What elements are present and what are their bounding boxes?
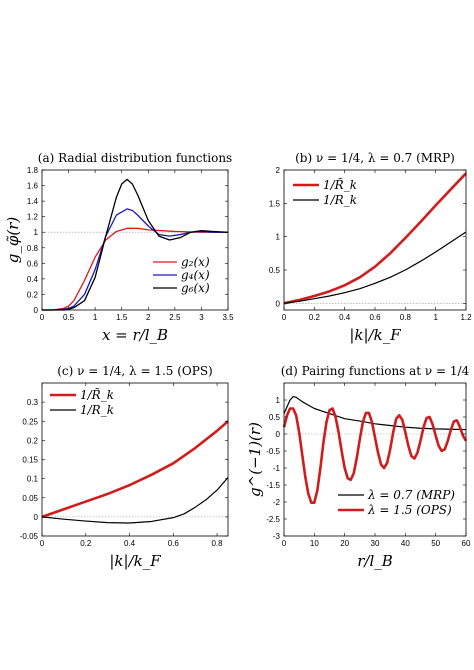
y-tick-label: 0.25 (22, 417, 38, 426)
x-tick-label: 0 (282, 539, 287, 548)
legend-label: 1/R̃_k (323, 177, 357, 192)
y-tick-label: 1.5 (269, 199, 281, 208)
y-tick-label: 1 (276, 396, 281, 405)
y-tick-label: -1 (273, 464, 281, 473)
x-tick-label: 20 (340, 539, 349, 548)
legend-label: λ = 0.7 (MRP) (367, 488, 455, 502)
y-tick-label: 0.3 (27, 398, 39, 407)
y-tick-label: 0.6 (27, 259, 39, 268)
axes-frame (41, 382, 229, 537)
y-tick-label: 1.2 (27, 213, 39, 222)
panel-2: 0 0.2 0.4 0.6 0.8 1 1.2 0 0.5 1 1.5 2 (b) ν = 1/4, λ… (269, 151, 472, 344)
x-tick-label: 50 (431, 539, 440, 548)
x-tick-label: 0.6 (369, 313, 381, 322)
x-axis-label: x = r/l_B (102, 326, 168, 344)
y-tick-label: 0 (276, 299, 281, 308)
y-tick-label: -0.5 (266, 447, 280, 456)
y-tick-label: 0.4 (27, 275, 39, 284)
x-tick-label: 1.5 (116, 313, 128, 322)
chart-title: (c) ν = 1/4, λ = 1.5 (OPS) (57, 364, 213, 378)
chart-title: (a) Radial distribution functions (38, 151, 232, 165)
y-tick-label: 1.4 (27, 197, 39, 206)
y-tick-label: 1.8 (27, 166, 39, 175)
y-tick-label: -2 (273, 498, 281, 507)
x-tick-label: 1 (433, 313, 438, 322)
series-line-1 (283, 396, 467, 431)
y-tick-label: 0.5 (269, 413, 281, 422)
panel-4: 0 10 20 30 40 50 60 -3 -2.5 -2 -1.5 -1 -0.5 0 0.5 1 (d) … (246, 364, 471, 570)
x-tick-label: 10 (310, 539, 319, 548)
x-tick-label: 0.4 (124, 539, 136, 548)
x-tick-label: 3 (199, 313, 204, 322)
x-axis-label: r/l_B (357, 552, 393, 570)
x-tick-label: 0 (282, 313, 287, 322)
series-line-1 (42, 227, 228, 311)
x-tick-label: 30 (371, 539, 380, 548)
x-tick-label: 0.4 (339, 313, 351, 322)
y-tick-label: 0.2 (27, 436, 39, 445)
legend-label: g₂(x) (181, 255, 210, 269)
x-tick-label: 1.2 (460, 313, 472, 322)
x-tick-label: 0.8 (211, 539, 223, 548)
x-tick-label: 0 (40, 313, 45, 322)
series-line-3 (42, 178, 229, 311)
y-tick-label: -1.5 (266, 481, 280, 490)
x-tick-label: 60 (462, 539, 471, 548)
chart-title: (d) Pairing functions at ν = 1/4 (281, 364, 470, 378)
panel-3: 0 0.2 0.4 0.6 0.8-0.0500.050.10.150.20.250.3… (20, 364, 229, 570)
legend-label: 1/R_k (323, 193, 357, 207)
legend-label: λ = 1.5 (OPS) (367, 503, 452, 517)
x-tick-label: 1 (93, 313, 98, 322)
x-tick-label: 0.8 (400, 313, 412, 322)
y-tick-label: 0.05 (22, 494, 38, 503)
y-tick-label: -0.05 (20, 532, 39, 541)
y-tick-label: -2.5 (266, 515, 280, 524)
y-tick-label: 0 (276, 430, 281, 439)
y-tick-label: 0.1 (27, 475, 39, 484)
y-tick-label: 1 (276, 233, 281, 242)
series-line-2 (41, 477, 229, 524)
y-tick-label: 0.8 (27, 244, 39, 253)
axes-frame (41, 169, 229, 311)
legend-label: 1/R̃_k (80, 387, 114, 402)
y-tick-label: 0 (34, 306, 39, 315)
y-tick-label: 0.2 (27, 290, 39, 299)
chart-title: (b) ν = 1/4, λ = 0.7 (MRP) (295, 151, 455, 165)
legend-label: g₆(x) (181, 281, 210, 295)
panel-1: 0 0.5 1 1.5 2 2.5 3 3.5 0 0.2 0.4 0.6 0.8 1 1.2 1.4 1.6 1… (4, 151, 234, 344)
y-tick-label: 1.6 (27, 182, 39, 191)
x-axis-label: |k|/k_F (349, 326, 401, 344)
axes-frame (283, 169, 467, 311)
y-tick-label: -3 (273, 532, 281, 541)
series-line-2 (283, 231, 467, 304)
x-tick-label: 40 (401, 539, 410, 548)
y-tick-label: 0.5 (269, 266, 281, 275)
series-line-1 (41, 420, 229, 519)
x-tick-label: 0 (40, 539, 45, 548)
x-tick-label: 3.5 (222, 313, 234, 322)
legend-label: g₄(x) (181, 268, 210, 282)
y-axis-label: g^(−1)(r) (246, 422, 264, 497)
y-tick-label: 2 (276, 166, 281, 175)
x-tick-label: 2.5 (169, 313, 181, 322)
x-tick-label: 2 (146, 313, 151, 322)
x-tick-label: 0.2 (80, 539, 92, 548)
x-axis-label: |k|/k_F (109, 552, 161, 570)
y-axis-label: g_φ̃(r) (4, 217, 22, 264)
x-tick-label: 0.5 (63, 313, 75, 322)
y-tick-label: 0 (34, 513, 39, 522)
series-line-1 (283, 172, 467, 305)
series-line-2 (282, 407, 468, 504)
x-tick-label: 0.2 (309, 313, 321, 322)
y-tick-label: 0.15 (22, 456, 38, 465)
x-tick-label: 0.6 (168, 539, 180, 548)
y-tick-label: 1 (34, 228, 39, 237)
legend-label: 1/R_k (80, 403, 114, 417)
